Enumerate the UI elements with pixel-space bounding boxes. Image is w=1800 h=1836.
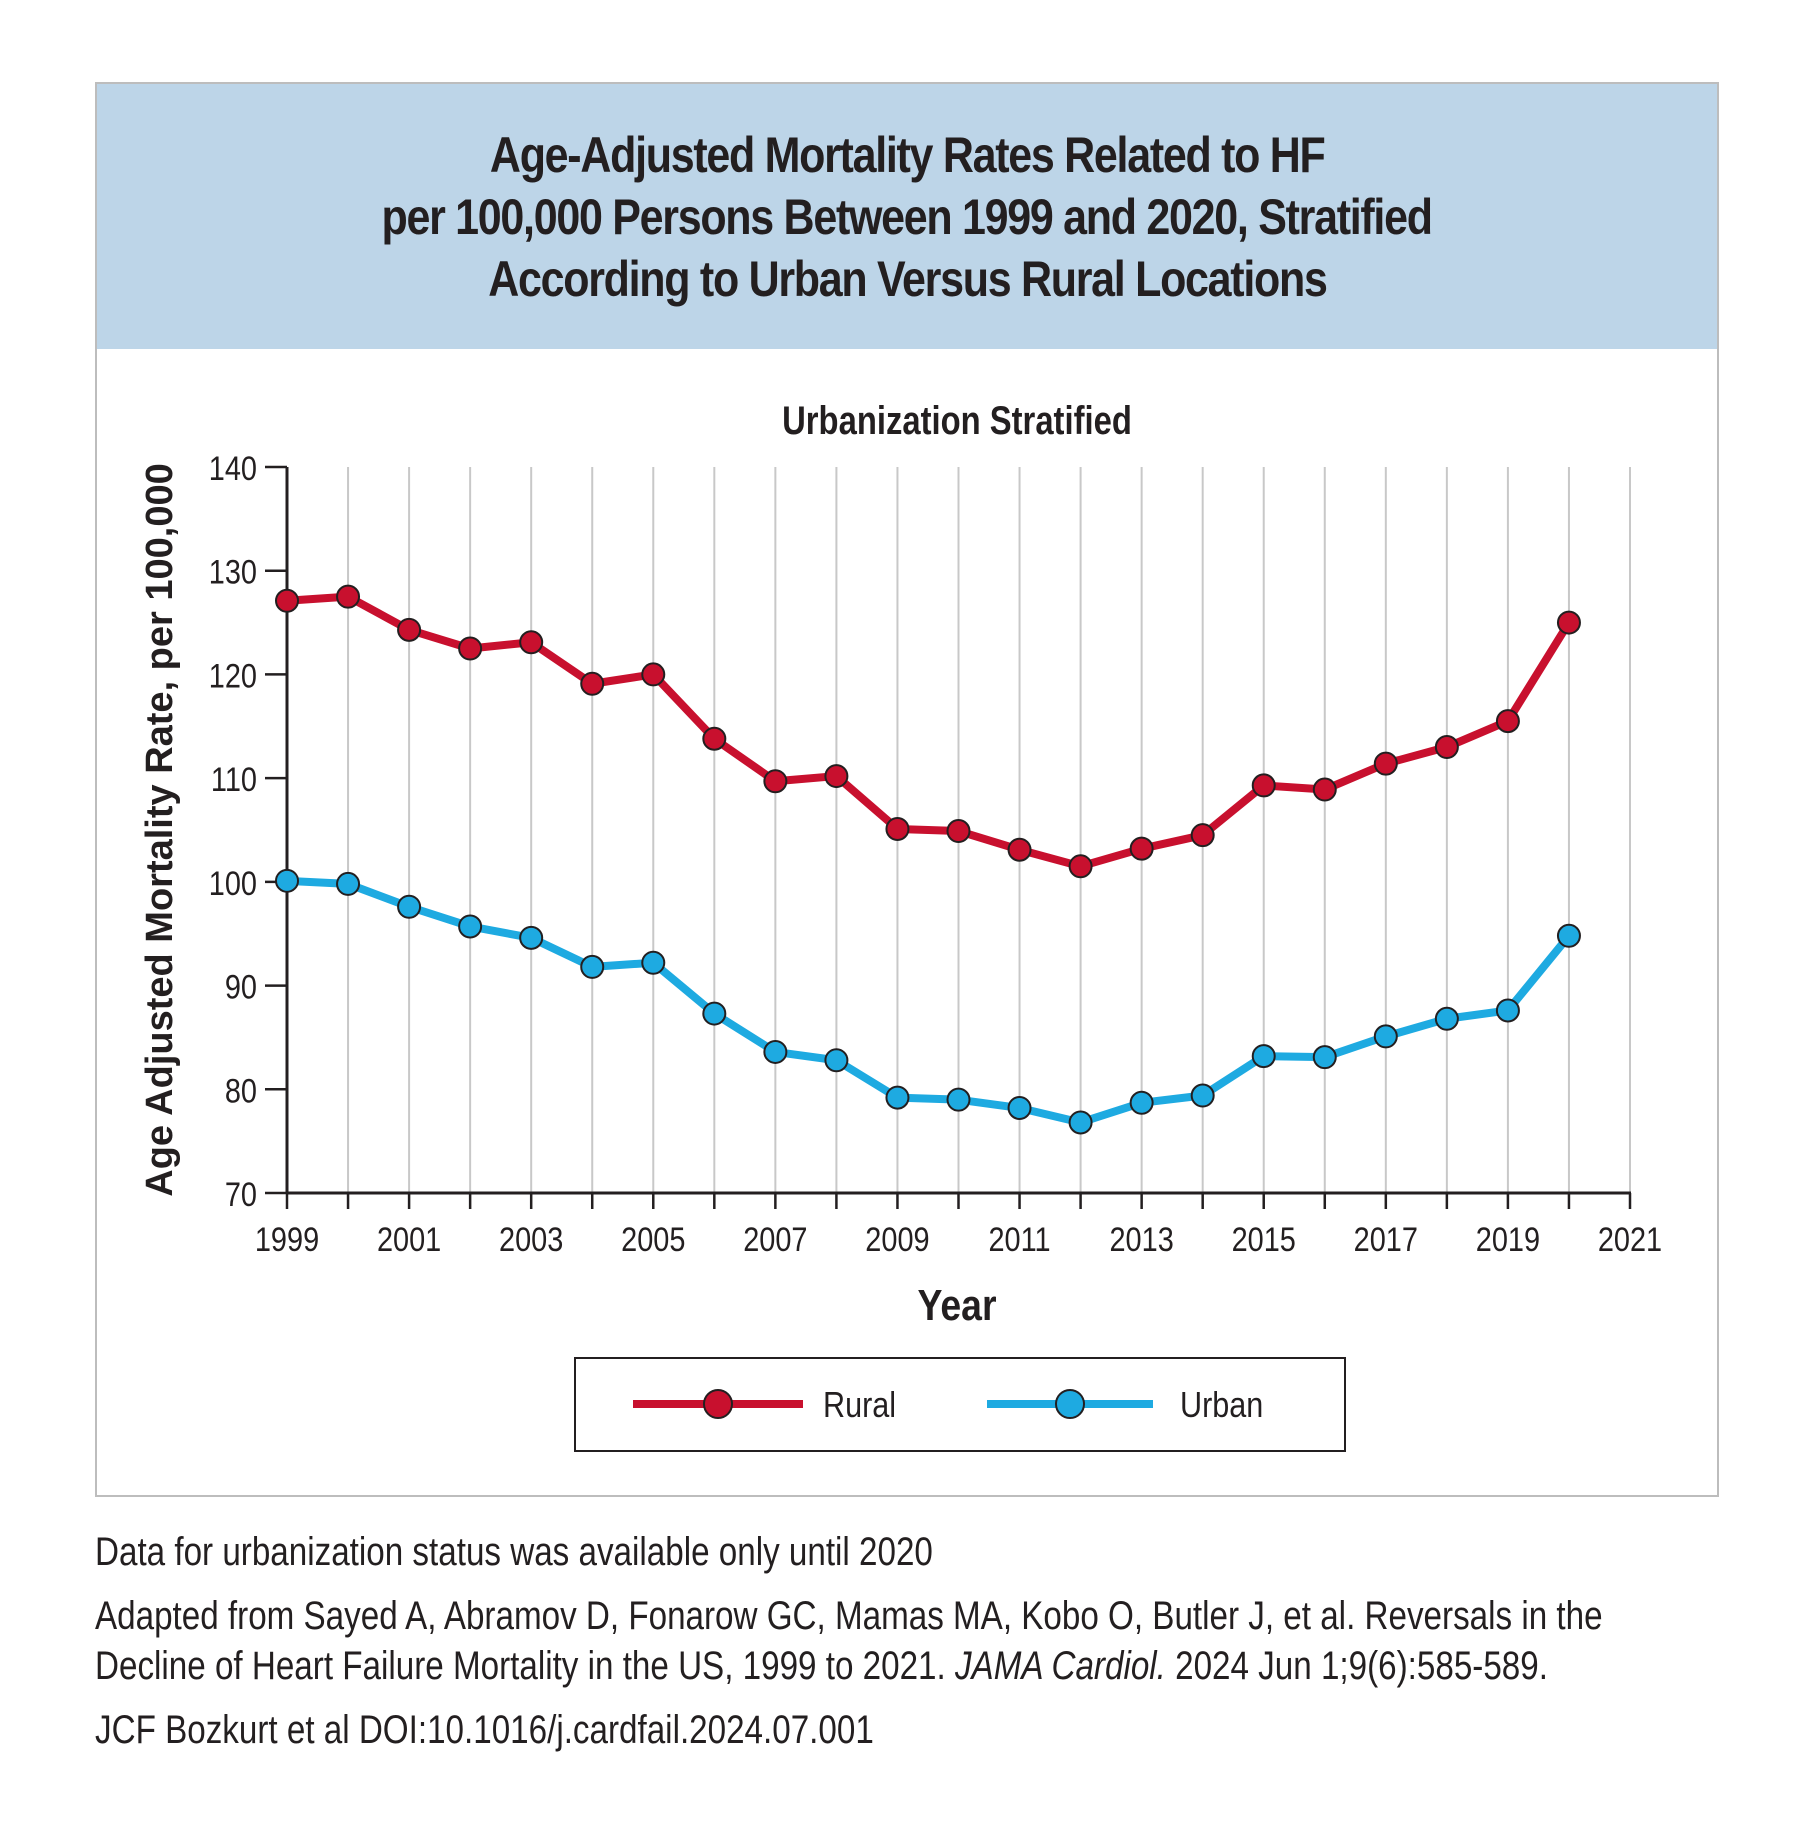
- data-point-rural-2012: [1068, 854, 1093, 879]
- data-point-urban-2007: [763, 1039, 788, 1064]
- data-point-urban-2015: [1251, 1044, 1276, 1069]
- data-point-rural-2014: [1190, 823, 1215, 848]
- data-point-rural-2002: [458, 636, 483, 661]
- data-point-urban-2004: [580, 954, 605, 979]
- legend-label-urban: Urban: [1180, 1386, 1263, 1426]
- data-point-urban-2018: [1434, 1006, 1459, 1031]
- data-point-urban-2013: [1129, 1090, 1154, 1115]
- x-tick-label-2005: 2005: [621, 1220, 685, 1259]
- y-tick-label-70: 70: [225, 1175, 257, 1214]
- data-point-rural-2008: [824, 764, 849, 789]
- data-point-rural-2018: [1434, 735, 1459, 760]
- data-point-urban-2012: [1068, 1110, 1093, 1135]
- series-line-rural: [286, 592, 1573, 871]
- chart-title: Urbanization Stratified: [782, 398, 1132, 443]
- footnotes: Data for urbanization status was availab…: [95, 1527, 1745, 1755]
- data-point-rural-2010: [946, 819, 971, 844]
- data-point-rural-2016: [1312, 777, 1337, 802]
- data-point-rural-1999: [275, 588, 299, 613]
- x-tick-label-1999: 1999: [255, 1220, 319, 1259]
- data-point-rural-2007: [763, 769, 788, 794]
- data-point-rural-2017: [1373, 751, 1398, 776]
- x-tick-label-2011: 2011: [988, 1220, 1050, 1259]
- data-point-rural-2003: [519, 630, 544, 655]
- figure-title-line-1: Age-Adjusted Mortality Rates Related to …: [489, 126, 1326, 183]
- data-point-urban-2008: [824, 1048, 849, 1073]
- data-point-urban-2020: [1556, 923, 1581, 948]
- x-tick-label-2019: 2019: [1476, 1220, 1540, 1259]
- x-tick-label-2013: 2013: [1109, 1220, 1173, 1259]
- data-point-urban-2016: [1312, 1045, 1337, 1070]
- x-tick-label-2017: 2017: [1354, 1220, 1418, 1259]
- data-point-urban-2006: [702, 1001, 727, 1026]
- legend-label-rural: Rural: [823, 1386, 896, 1426]
- legend-marker-rural: [703, 1389, 733, 1419]
- data-point-rural-2013: [1129, 836, 1154, 861]
- citation-volume-text: 2024 Jun 1;9(6):585-589.: [1165, 1644, 1548, 1688]
- y-tick-label-120: 120: [209, 656, 257, 695]
- x-tick-label-2009: 2009: [865, 1220, 929, 1259]
- x-tick-label-2003: 2003: [499, 1220, 563, 1259]
- x-tick-label-2001: 2001: [377, 1220, 441, 1259]
- data-point-rural-2009: [885, 816, 910, 841]
- x-tick-label-2015: 2015: [1232, 1220, 1296, 1259]
- data-point-rural-2000: [336, 584, 361, 609]
- data-point-urban-2019: [1495, 998, 1520, 1023]
- data-point-urban-2000: [336, 871, 361, 896]
- y-tick-label-110: 110: [211, 760, 257, 799]
- data-point-urban-2017: [1373, 1024, 1398, 1049]
- data-point-urban-2010: [946, 1087, 971, 1112]
- data-point-urban-2003: [519, 925, 544, 950]
- line-chart: 70 80 90 100 110 120 130 140 1999 2001 2003 2005 200…: [139, 398, 1662, 1452]
- journal-name: JAMA Cardiol.: [954, 1644, 1166, 1688]
- data-point-urban-2002: [458, 914, 483, 939]
- data-point-urban-2011: [1007, 1095, 1032, 1120]
- data-point-rural-2001: [397, 617, 422, 642]
- data-point-rural-2004: [580, 671, 605, 696]
- figure-title-line-3: According to Urban Versus Rural Location…: [487, 250, 1328, 307]
- x-tick-label-2021: 2021: [1598, 1220, 1662, 1259]
- y-tick-label-80: 80: [225, 1071, 257, 1110]
- data-point-urban-2001: [397, 894, 422, 919]
- data-point-rural-2006: [702, 726, 727, 751]
- data-point-rural-2020: [1556, 610, 1581, 635]
- data-point-rural-2019: [1495, 709, 1520, 734]
- y-tick-label-90: 90: [225, 967, 257, 1006]
- doi-note: JCF Bozkurt et al DOI:10.1016/j.cardfail…: [95, 1708, 874, 1752]
- figure-title-banner: Age-Adjusted Mortality Rates Related to …: [97, 84, 1717, 349]
- y-tick-label-130: 130: [209, 552, 257, 591]
- data-point-urban-2009: [885, 1085, 910, 1110]
- availability-note: Data for urbanization status was availab…: [95, 1530, 933, 1574]
- x-tick-label-2007: 2007: [743, 1220, 807, 1259]
- figure-title-line-2: per 100,000 Persons Between 1999 and 202…: [381, 188, 1433, 245]
- data-point-rural-2015: [1251, 773, 1276, 798]
- data-point-rural-2005: [641, 662, 666, 687]
- data-point-urban-1999: [275, 868, 299, 893]
- y-tick-label-140: 140: [209, 449, 257, 488]
- source-citation-line-2: Decline of Heart Failure Mortality in th…: [95, 1641, 1548, 1691]
- legend-marker-urban: [1055, 1389, 1085, 1419]
- series-line-urban: [286, 876, 1573, 1127]
- y-axis-title: Age Adjusted Mortality Rate, per 100,000: [139, 463, 181, 1197]
- data-point-urban-2005: [641, 950, 666, 975]
- x-axis-title: Year: [917, 1280, 996, 1330]
- y-tick-label-100: 100: [209, 864, 257, 903]
- citation-title-text: Decline of Heart Failure Mortality in th…: [95, 1644, 955, 1688]
- data-point-urban-2014: [1190, 1083, 1215, 1108]
- figure-frame: Age-Adjusted Mortality Rates Related to …: [95, 82, 1719, 1497]
- data-point-rural-2011: [1007, 837, 1032, 862]
- source-citation-line-1: Adapted from Sayed A, Abramov D, Fonarow…: [95, 1594, 1603, 1638]
